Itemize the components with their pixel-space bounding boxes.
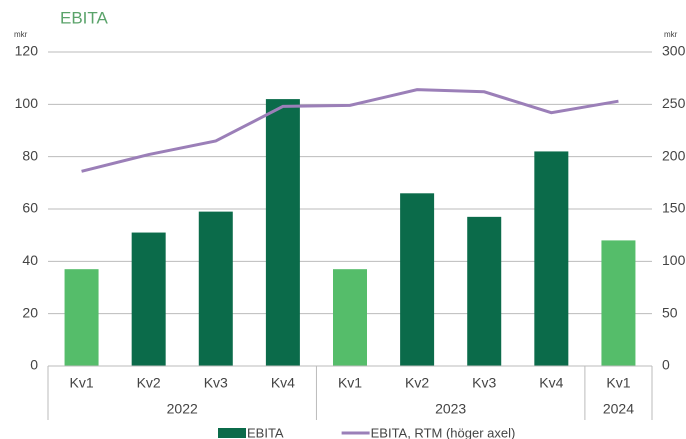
y-tick-label: 60: [22, 200, 38, 216]
x-tick-label: Kv3: [472, 375, 496, 391]
y-tick-label: 100: [15, 95, 39, 111]
bar: [333, 269, 367, 366]
x-tick-label: Kv4: [539, 375, 563, 391]
x-tick-label: Kv1: [606, 375, 630, 391]
y2-unit: mkr: [664, 30, 678, 39]
y-unit: mkr: [14, 30, 28, 39]
x-tick-label: Kv2: [405, 375, 429, 391]
y2-tick-label: 0: [662, 357, 670, 373]
y-tick-label: 40: [22, 252, 38, 268]
x-tick-label: Kv4: [271, 375, 295, 391]
bar: [400, 193, 435, 366]
x-tick-label: Kv1: [338, 375, 362, 391]
line: [81, 88, 619, 173]
bar: [131, 232, 166, 366]
y-tick-label: 0: [30, 357, 38, 373]
y2-tick-label: 200: [662, 147, 686, 163]
x-tick-label: Kv2: [137, 375, 161, 391]
x-tick-label: Kv3: [204, 375, 228, 391]
y-tick-label: 20: [22, 304, 38, 320]
bar: [198, 211, 233, 366]
legend-label: EBITA, RTM (höger axel): [371, 425, 516, 439]
chart-title: EBITA: [60, 8, 109, 27]
bar: [265, 99, 300, 366]
group-label: 2024: [603, 401, 634, 417]
y2-tick-label: 100: [662, 252, 686, 268]
x-tick-label: Kv1: [69, 375, 93, 391]
group-label: 2023: [435, 401, 466, 417]
y2-tick-label: 300: [662, 43, 686, 59]
bar: [467, 216, 502, 366]
group-label: 2022: [167, 401, 198, 417]
legend-label: EBITA: [247, 425, 284, 439]
y-tick-label: 80: [22, 147, 38, 163]
legend-swatch: [218, 428, 246, 438]
y2-tick-label: 50: [662, 304, 678, 320]
bar: [534, 151, 569, 366]
y2-tick-label: 150: [662, 200, 686, 216]
y-tick-label: 120: [15, 43, 39, 59]
bar: [64, 269, 99, 366]
y2-tick-label: 250: [662, 95, 686, 111]
bar: [601, 240, 636, 366]
